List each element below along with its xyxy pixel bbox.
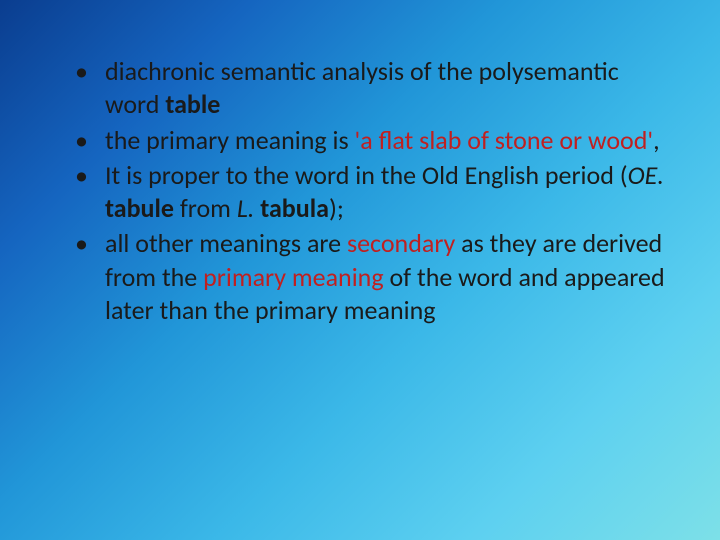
text-run-bold: table (165, 88, 220, 120)
text-run-italic: L. (237, 192, 255, 224)
bullet-item-2: the primary meaning is 'a flat slab of s… (75, 124, 670, 157)
text-run: the primary meaning is (105, 124, 355, 156)
bullet-item-3: It is proper to the word in the Old Engl… (75, 159, 670, 226)
text-run: ); (329, 192, 344, 224)
text-run-highlight: 'a flat slab of stone or wood' (355, 124, 654, 156)
bullet-item-4: all other meanings are secondary as they… (75, 227, 670, 327)
text-run: It is proper to the word in the Old Engl… (105, 159, 628, 191)
slide-container: diachronic semantic analysis of the poly… (0, 0, 720, 540)
text-run-bold: tabule (105, 192, 180, 224)
bullet-item-1: diachronic semantic analysis of the poly… (75, 55, 670, 122)
text-run: , (653, 124, 660, 156)
text-run-highlight: secondary (347, 227, 455, 259)
bullet-list: diachronic semantic analysis of the poly… (75, 55, 670, 327)
text-run: from (180, 192, 237, 224)
text-run-highlight: primary meaning (203, 261, 383, 293)
text-run: all other meanings are (105, 227, 347, 259)
text-run-bold: tabula (260, 192, 329, 224)
text-run-italic: OE. (628, 159, 664, 191)
